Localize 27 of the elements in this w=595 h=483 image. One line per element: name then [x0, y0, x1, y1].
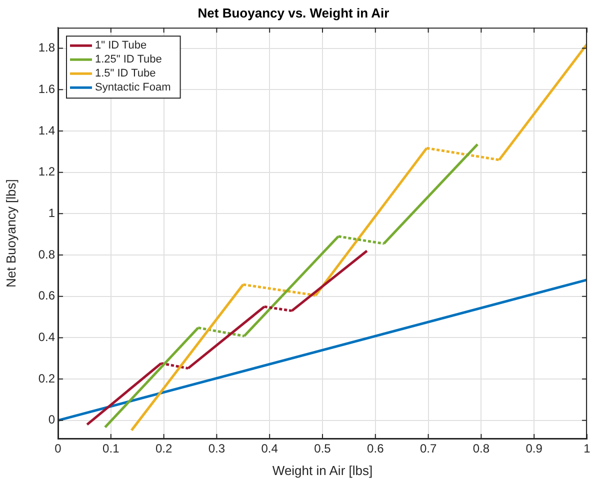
y-tick-label: 0.4 — [38, 330, 56, 344]
x-tick-label: 0.7 — [420, 442, 437, 456]
y-tick-label: 1.6 — [38, 82, 56, 96]
x-tick-label: 0.1 — [102, 442, 120, 456]
legend-label: 1" ID Tube — [95, 40, 147, 52]
y-tick-label: 0.8 — [38, 247, 56, 262]
y-tick-label: 1 — [48, 206, 56, 220]
y-tick-label: 0.2 — [38, 371, 56, 386]
y-tick-label: 1.2 — [38, 164, 56, 179]
y-tick-label: 0.6 — [38, 288, 56, 303]
x-tick-label: 1 — [584, 442, 591, 456]
legend-label: Syntactic Foam — [95, 82, 171, 94]
x-tick-label: 0.8 — [472, 442, 490, 456]
x-tick-label: 0.3 — [208, 442, 226, 456]
x-tick-label: 0.4 — [261, 442, 278, 456]
x-tick-label: 0.5 — [314, 442, 332, 456]
y-tick-label: 0 — [48, 412, 56, 427]
y-tick-label: 1.4 — [38, 123, 56, 138]
x-tick-label: 0.2 — [155, 442, 172, 456]
x-axis-title: Weight in Air [lbs] — [272, 462, 373, 478]
legend-label: 1.25" ID Tube — [95, 54, 162, 66]
x-tick-label: 0.6 — [367, 442, 384, 456]
legend-label: 1.5" ID Tube — [95, 68, 156, 80]
y-tick-label: 1.8 — [38, 40, 56, 55]
chart-title: Net Buoyancy vs. Weight in Air — [198, 5, 390, 20]
y-axis-title: Net Buoyancy [lbs] — [3, 179, 18, 288]
x-tick-label: 0.9 — [526, 442, 543, 456]
